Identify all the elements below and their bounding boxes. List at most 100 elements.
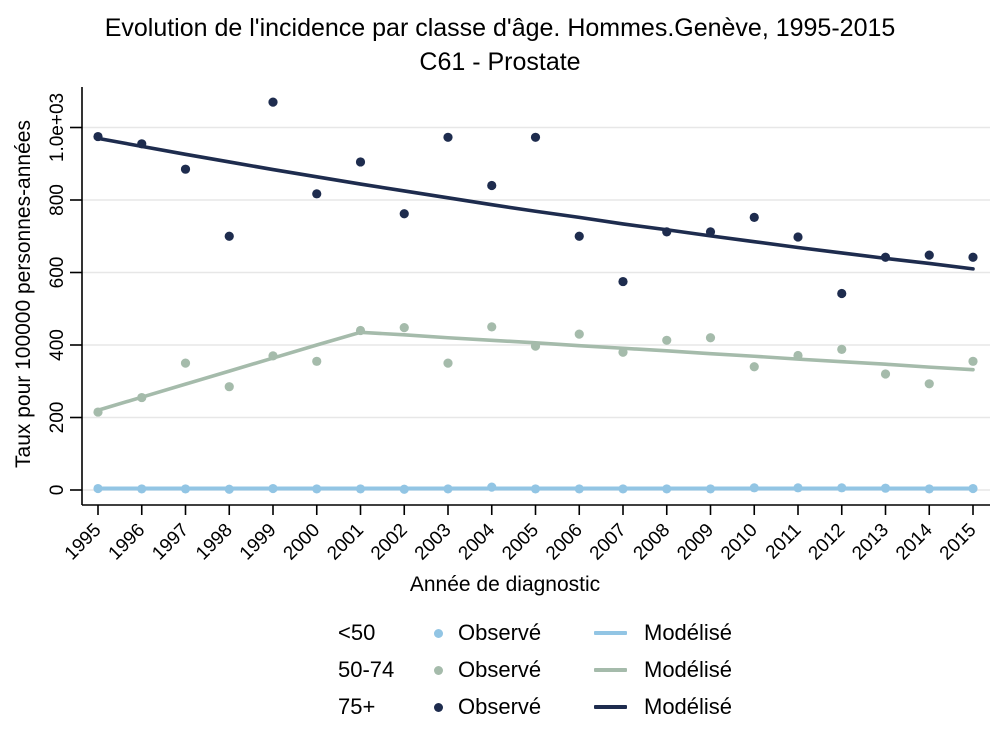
observed-point [968,483,978,494]
x-tick-label: 2003 [411,520,456,565]
observed-point [487,482,497,492]
x-tick-label: 1996 [105,520,150,565]
x-tick-label: 2006 [542,520,587,565]
observed-point [443,358,453,368]
y-tick-label: 600 [47,257,68,289]
observed-point [312,189,322,199]
observed-point [793,350,803,361]
legend-modelled-label: Modélisé [644,694,733,719]
chart-subtitle: C61 - Prostate [419,48,581,76]
legend-line-icon [594,705,627,709]
plot-svg: 0 200 400 600 800 1.0e+03 1995 1996 1997 1998 1999… [47,87,990,565]
observed-point [399,209,409,219]
legend-dot-icon [434,702,443,712]
observed-point [662,484,672,494]
observed-point [530,132,541,142]
observed-point [355,157,366,167]
legend-group-label: 75+ [338,694,376,719]
x-tick-label: 2015 [936,520,981,565]
observed-point [137,484,147,494]
observed-point [93,131,103,142]
observed-point [793,232,803,242]
observed-point [312,356,322,366]
x-tick-label: 2005 [498,520,543,565]
observed-point [180,164,191,174]
legend-dot-cell [434,628,458,638]
observed-point [224,231,234,241]
observed-point [837,483,847,493]
observed-point [749,483,759,493]
observed-point [268,97,278,107]
x-tick-label: 1995 [61,520,106,565]
y-tick-label: 400 [47,329,68,361]
x-tick-label: 2011 [762,520,806,564]
observed-point [618,276,628,287]
observed-point [618,484,628,494]
observed-point [399,323,409,333]
legend-line-icon [594,631,627,635]
observed-point [837,344,847,354]
legend-observed-label: Observé [458,694,542,719]
observed-point [312,484,322,494]
observed-point [924,484,934,494]
observed-point [968,252,978,262]
observed-point [793,483,803,493]
observed-point [662,227,672,237]
legend-line-cell [594,631,628,635]
observed-point [924,379,934,389]
observed-point [487,322,497,332]
x-tick-label: 1998 [192,520,237,565]
observed-point [880,252,891,262]
legend-modelled-label: Modélisé [644,620,733,645]
legend-row: 75+ Observé Modélisé [338,694,732,720]
legend-group-label: 50-74 [338,657,395,682]
observed-point [880,483,891,493]
observed-point [618,347,628,357]
observed-point [355,484,366,494]
observed-point [574,329,584,339]
modelled-line [96,136,975,271]
observed-point [443,132,453,142]
x-tick-label: 2001 [323,520,368,565]
observed-point [749,362,759,372]
x-tick-label: 2002 [367,520,412,565]
x-tick-label: 2007 [586,520,631,565]
observed-point [662,335,672,345]
observed-point [268,351,278,361]
observed-point [705,484,716,494]
x-tick-label: 2000 [280,520,325,565]
x-tick-label: 1997 [148,520,193,565]
legend-row: 50-74 Observé Modélisé [338,657,732,683]
legend-observed-label: Observé [458,620,542,645]
legend-row: <50 Observé Modélisé [338,620,732,646]
legend-group-label: <50 [338,620,376,645]
observed-point [93,483,103,494]
x-tick-label: 2008 [630,520,675,565]
observed-point [705,333,716,343]
observed-point [224,382,234,392]
observed-point [880,369,891,379]
observed-point [837,288,847,299]
legend-dot-icon [434,665,443,675]
observed-point [355,325,366,336]
legend: <50 Observé Modélisé 50-74 Observé Modélisé 75… [338,620,732,731]
observed-point [924,250,934,260]
observed-point [137,392,147,403]
observed-point [705,227,716,237]
legend-dot-cell [434,702,458,712]
observed-point [180,484,191,494]
observed-point [180,358,191,368]
x-tick-label: 1999 [236,520,281,565]
y-tick-label: 0 [47,485,68,496]
y-axis-title: Taux pour 100000 personnes-années [12,120,35,468]
legend-dot-icon [434,628,443,638]
observed-point [443,484,453,494]
x-tick-label: 2009 [673,520,718,565]
x-tick-label: 2013 [848,520,893,565]
x-tick-label: 2014 [892,519,937,564]
legend-line-icon [594,668,627,672]
x-tick-label: 2004 [455,519,500,564]
legend-line-cell [594,668,628,672]
x-axis-title: Année de diagnostic [409,573,601,596]
